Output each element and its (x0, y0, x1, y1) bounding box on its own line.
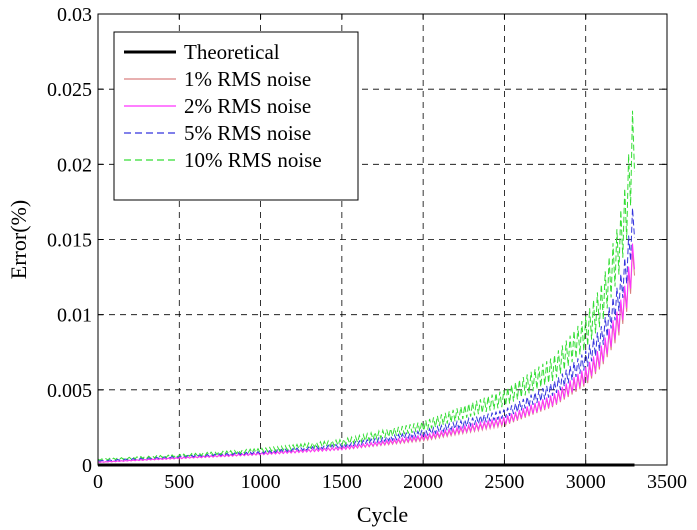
y-tick-label: 0.025 (47, 79, 92, 101)
legend-label: 10% RMS noise (184, 148, 322, 172)
legend-label: Theoretical (184, 40, 280, 64)
y-axis-label: Error(%) (6, 200, 31, 279)
series-line (97, 110, 635, 461)
legend-label: 5% RMS noise (184, 121, 311, 145)
y-tick-label: 0.005 (47, 380, 92, 402)
x-tick-label: 3500 (647, 471, 687, 493)
series-line (97, 243, 635, 463)
x-tick-label: 1000 (241, 471, 281, 493)
legend-box (113, 31, 359, 201)
x-tick-label: 2500 (484, 471, 524, 493)
y-tick-label: 0.02 (57, 154, 92, 176)
x-axis-label: Cycle (357, 502, 408, 527)
legend-label: 2% RMS noise (184, 94, 311, 118)
x-tick-label: 500 (164, 471, 194, 493)
x-tick-label: 1500 (322, 471, 362, 493)
y-tick-label: 0.03 (57, 4, 92, 26)
x-tick-label: 3000 (566, 471, 606, 493)
y-tick-label: 0.015 (47, 230, 92, 252)
series-line (97, 208, 635, 462)
y-tick-label: 0.01 (57, 305, 92, 327)
y-tick-label: 0 (82, 455, 92, 477)
axis-ticks: 0 500 1000 1500 2000 2500 3000 3500 0 0.005 0.01 0.… (47, 4, 687, 493)
legend-label: 1% RMS noise (184, 67, 311, 91)
x-tick-label: 0 (93, 471, 103, 493)
x-tick-label: 2000 (403, 471, 443, 493)
legend: Theoretical 1% RMS noise 2% RMS noise 5% RM… (113, 31, 359, 201)
series-line (97, 250, 635, 463)
